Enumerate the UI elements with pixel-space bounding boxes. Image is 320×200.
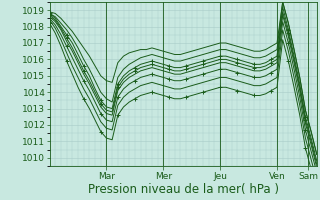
X-axis label: Pression niveau de la mer( hPa ): Pression niveau de la mer( hPa ) [88, 183, 279, 196]
